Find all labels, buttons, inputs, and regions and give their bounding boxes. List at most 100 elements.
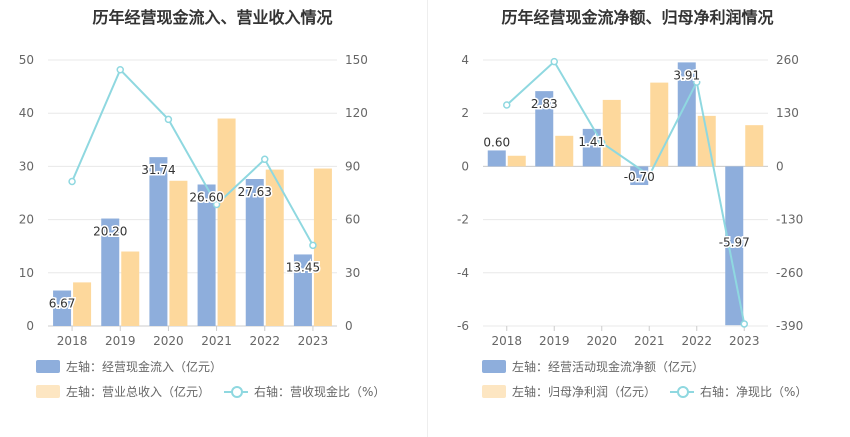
legend-label: 左轴：经营现金流入（亿元） [66, 360, 223, 374]
bar-series-1 [149, 157, 168, 326]
y-left-tick-label: 4 [461, 53, 469, 67]
x-tick-label: 2022 [681, 334, 712, 348]
x-tick-label: 2021 [201, 334, 232, 348]
y-right-tick-label: 150 [345, 53, 368, 67]
y-left-tick-label: 10 [19, 266, 34, 280]
legend-item-revenue[interactable]: 左轴：营业总收入（亿元） [36, 383, 210, 400]
x-tick-label: 2018 [57, 334, 88, 348]
bar-series-2 [697, 115, 716, 167]
legend-row-1: 左轴：经营活动现金流净额（亿元） [482, 358, 718, 375]
chart-title: 历年经营现金流净额、归母净利润情况 [501, 8, 774, 27]
bar-series-1 [582, 128, 601, 167]
y-left-tick-label: 40 [19, 106, 34, 120]
data-label: 27.63 [238, 185, 272, 199]
x-tick-label: 2021 [634, 334, 665, 348]
legend-item-ratio[interactable]: 右轴：营收现金比（%） [224, 383, 385, 400]
legend-label: 右轴：净现比（%） [700, 385, 808, 399]
line-point [598, 138, 606, 147]
bar-series-2 [265, 169, 284, 326]
bar-series-1 [535, 91, 554, 167]
bar-series-1 [197, 184, 216, 326]
bar-series-2 [169, 180, 188, 326]
y-left-tick-label: 30 [19, 159, 34, 173]
line-point [212, 200, 221, 209]
line-series [506, 60, 746, 325]
y-right-tick-label: -130 [776, 213, 803, 227]
y-left-tick-label: -4 [457, 266, 469, 280]
data-label: 31.74 [141, 163, 175, 177]
legend-label: 右轴：营收现金比（%） [254, 385, 386, 399]
legend-item-net-cash-ratio[interactable]: 右轴：净现比（%） [670, 383, 807, 400]
panel-divider [427, 0, 428, 437]
x-tick-label: 2019 [105, 334, 136, 348]
data-label: 20.20 [93, 225, 127, 239]
bar-series-1 [487, 150, 506, 167]
bar-series-2 [507, 155, 526, 167]
legend-row-2: 左轴：营业总收入（亿元） 右轴：营收现金比（%） [36, 383, 399, 400]
bar-series-1 [725, 166, 744, 326]
bar-series-1 [53, 290, 72, 326]
data-label: 13.45 [286, 260, 320, 274]
line-series [71, 67, 314, 246]
x-tick-label: 2023 [298, 334, 329, 348]
y-right-tick-label: 30 [345, 266, 360, 280]
legend-item-net-cash[interactable]: 左轴：经营活动现金流净额（亿元） [482, 358, 704, 375]
legend-swatch-blue [482, 360, 506, 373]
y-right-tick-label: 130 [776, 106, 799, 120]
chart-title: 历年经营现金流入、营业收入情况 [92, 8, 333, 27]
data-label: 6.67 [49, 297, 76, 311]
x-tick-label: 2022 [249, 334, 280, 348]
legend-label: 左轴：营业总收入（亿元） [66, 385, 211, 399]
y-right-tick-label: 120 [345, 106, 368, 120]
legend-row-2: 左轴：归母净利润（亿元） 右轴：净现比（%） [482, 383, 821, 400]
y-right-tick-label: 0 [345, 319, 353, 333]
legend-swatch-orange [482, 385, 506, 398]
legend-swatch-orange [36, 385, 60, 398]
y-left-tick-label: -6 [457, 319, 469, 333]
line-point [550, 57, 558, 66]
chart-panel-right: 历年经营现金流净额、归母净利润情况 -6 -390 -4 -260 -2 -130 0 0 2 1… [425, 0, 850, 437]
bar-series-2 [602, 99, 621, 167]
y-right-tick-label: 60 [345, 213, 360, 227]
chart-canvas: -6 -390 -4 -260 -2 -130 0 0 2 130 4 260 2018 2019 2020… [457, 53, 803, 348]
legend-row-1: 左轴：经营现金流入（亿元） [36, 358, 236, 375]
data-label: 0.60 [483, 135, 510, 149]
line-point [693, 78, 701, 86]
legend-label: 左轴：归母净利润（亿元） [512, 385, 657, 399]
line-point [68, 177, 76, 186]
legend-label: 左轴：经营活动现金流净额（亿元） [512, 360, 705, 374]
y-left-tick-label: 0 [26, 319, 34, 333]
bar-series-2 [73, 282, 92, 326]
line-point [503, 101, 511, 109]
y-right-tick-label: 90 [345, 159, 360, 173]
x-tick-label: 2020 [586, 334, 617, 348]
legend-item-net-profit[interactable]: 左轴：归母净利润（亿元） [482, 383, 656, 400]
x-tick-label: 2019 [539, 334, 570, 348]
y-right-tick-label: -390 [776, 319, 803, 333]
bar-series-2 [217, 118, 236, 327]
data-label: -0.70 [624, 170, 655, 184]
x-tick-label: 2018 [491, 334, 522, 348]
y-left-tick-label: 0 [461, 159, 469, 173]
bar-series-2 [745, 125, 764, 167]
x-tick-label: 2023 [729, 334, 760, 348]
chart-canvas: 0 0 10 30 20 60 30 90 40 120 50 150 2018 2019 2020 2021… [19, 53, 368, 348]
x-tick-label: 2020 [153, 334, 184, 348]
data-label: 1.41 [578, 135, 605, 149]
line-point [164, 115, 173, 124]
y-right-tick-label: -260 [776, 266, 803, 280]
y-left-tick-label: 2 [461, 106, 469, 120]
line-point [116, 66, 124, 74]
data-label: 2.83 [531, 97, 558, 111]
bar-series-2 [313, 168, 332, 326]
y-right-tick-label: 0 [776, 159, 784, 173]
data-label: -5.97 [719, 235, 750, 249]
y-left-tick-label: 20 [19, 213, 34, 227]
bar-series-2 [121, 251, 140, 326]
chart-panel-left: 历年经营现金流入、营业收入情况 0 0 10 30 20 60 30 90 40 120 50 150… [19, 8, 399, 400]
line-point [261, 155, 269, 164]
legend-item-cash-inflow[interactable]: 左轴：经营现金流入（亿元） [36, 358, 222, 375]
line-point [740, 320, 748, 328]
bar-series-1 [101, 218, 120, 326]
legend-swatch-line [224, 385, 249, 398]
